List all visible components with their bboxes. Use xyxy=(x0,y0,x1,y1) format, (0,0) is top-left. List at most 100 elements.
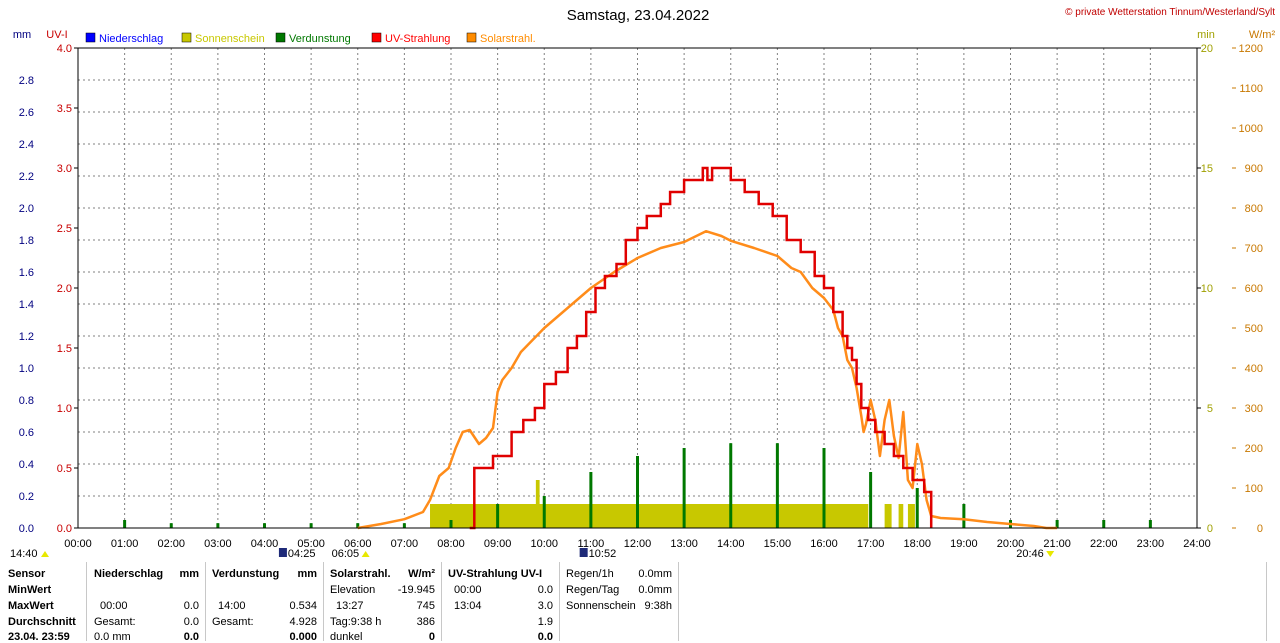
x-tick-label: 09:00 xyxy=(484,538,512,550)
sunshine-bar xyxy=(535,480,540,528)
moonrise-label: 04:25 xyxy=(288,548,316,560)
legend-label: Verdunstung xyxy=(289,33,351,45)
stats-niederschlag-unit: mm xyxy=(179,568,199,580)
x-tick-label: 24:00 xyxy=(1183,538,1211,550)
stats-scrollbar[interactable] xyxy=(1266,562,1279,641)
stats-verdunstung-unit: mm xyxy=(297,568,317,580)
min-tick-label: 10 xyxy=(1201,283,1213,295)
legend-label: Niederschlag xyxy=(99,33,163,45)
stats-solar-label: dunkel xyxy=(330,631,363,643)
x-tick-label: 00:00 xyxy=(64,538,92,550)
wm2-tick-label: 500 xyxy=(1245,323,1263,335)
min-tick-label: 0 xyxy=(1207,523,1213,535)
evaporation-bar xyxy=(1102,520,1106,528)
mm-tick-label: 2.8 xyxy=(19,75,34,87)
uv-tick-label: 0.5 xyxy=(57,463,72,475)
evaporation-bar xyxy=(263,523,266,528)
stats-solar-value: 0 xyxy=(428,631,435,643)
mm-tick-label: 0.8 xyxy=(19,395,34,407)
x-tick-label: 08:00 xyxy=(437,538,465,550)
mm-tick-label: 0.6 xyxy=(19,427,34,439)
evaporation-bar xyxy=(822,448,826,528)
x-tick-label: 22:00 xyxy=(1090,538,1118,550)
mm-tick-label: 0.0 xyxy=(19,523,34,535)
stats-solar-value: -19.945 xyxy=(397,584,435,596)
chart-title: Samstag, 23.04.2022 xyxy=(567,7,710,24)
x-tick-label: 05:00 xyxy=(297,538,325,550)
start-time-label: 14:40 xyxy=(10,548,38,560)
x-tick-label: 10:00 xyxy=(530,538,558,550)
stats-uv-label: 13:04 xyxy=(454,600,482,612)
axis-unit-uv: UV-I xyxy=(46,29,67,41)
legend-label: UV-Strahlung xyxy=(385,33,450,45)
legend-swatch xyxy=(85,32,96,43)
stats-verdunstung-label: Gesamt: xyxy=(212,616,254,628)
sunshine-bar xyxy=(884,504,892,528)
stats-niederschlag-label: 00:00 xyxy=(100,600,128,612)
stats-rain-value: 0.0mm xyxy=(638,584,672,596)
stats-rain-value: 9:38h xyxy=(644,600,672,612)
x-tick-label: 14:00 xyxy=(717,538,745,550)
x-tick-label: 17:00 xyxy=(857,538,885,550)
uv-tick-label: 1.5 xyxy=(57,343,72,355)
wm2-tick-label: 800 xyxy=(1245,203,1263,215)
sunshine-bar xyxy=(898,504,904,528)
moonset-icon xyxy=(579,548,588,557)
x-tick-label: 11:00 xyxy=(578,538,605,550)
stats-col-rain: Regen/1h 0.0mm Regen/Tag 0.0mm Sonnensch… xyxy=(560,562,679,641)
mm-tick-label: 2.6 xyxy=(19,107,34,119)
wm2-tick-label: 100 xyxy=(1245,483,1263,495)
wm2-tick-label: 600 xyxy=(1245,283,1263,295)
stats-uv-value: 1.9 xyxy=(537,616,553,628)
evaporation-bar xyxy=(869,472,873,528)
mm-tick-label: 1.0 xyxy=(19,363,34,375)
wm2-tick-label: 0 xyxy=(1257,523,1263,535)
stats-niederschlag-label: Gesamt: xyxy=(94,616,136,628)
sunset-label: 20:46 xyxy=(1016,548,1044,560)
legend-swatch xyxy=(466,32,477,43)
moonrise-icon xyxy=(278,548,287,557)
sunrise-label: 06:05 xyxy=(332,548,360,560)
stats-sensor-row: MaxWert xyxy=(8,600,54,612)
wm2-tick-label: 700 xyxy=(1245,243,1263,255)
stats-sensor-row: Durchschnitt xyxy=(8,616,76,628)
mm-tick-label: 0.2 xyxy=(19,491,34,503)
stats-panel: Sensor MinWert MaxWert Durchschnitt 23.0… xyxy=(0,562,1280,643)
axis-unit-min: min xyxy=(1197,29,1215,41)
evaporation-bar xyxy=(589,472,593,528)
stats-uv-title: UV-Strahlung UV-I xyxy=(448,568,543,580)
series-lines xyxy=(357,166,1058,530)
axis-unit-wm2: W/m² xyxy=(1249,29,1276,41)
sunshine-bar xyxy=(907,504,915,528)
wm2-tick-label: 1000 xyxy=(1239,123,1263,135)
x-tick-label: 21:00 xyxy=(1043,538,1071,550)
legend: Niederschlag Sonnenschein Verdunstung UV-St… xyxy=(85,32,536,45)
evaporation-bar xyxy=(216,523,220,528)
uv-tick-label: 2.0 xyxy=(57,283,72,295)
stats-sensor-row: MinWert xyxy=(8,584,52,596)
x-tick-label: 15:00 xyxy=(764,538,792,550)
evaporation-bar xyxy=(496,504,500,528)
sun-icon xyxy=(41,551,49,557)
stats-verdunstung-value: 0.000 xyxy=(289,631,317,643)
legend-label: Sonnenschein xyxy=(195,33,265,45)
stats-verdunstung-title: Verdunstung xyxy=(212,568,280,580)
evaporation-bar xyxy=(682,448,686,528)
min-tick-label: 20 xyxy=(1201,43,1213,55)
stats-col-solar: Solarstrahl. W/m² Elevation -19.945 13:2… xyxy=(324,562,442,643)
evaporation-bar xyxy=(402,523,406,528)
stats-niederschlag-label: 0.0 mm xyxy=(94,631,131,643)
station-credit: © private Wetterstation Tinnum/Westerlan… xyxy=(1065,7,1275,18)
uv-radiation-line xyxy=(469,166,933,530)
x-tick-label: 19:00 xyxy=(950,538,978,550)
x-tick-label: 13:00 xyxy=(670,538,698,550)
x-tick-label: 16:00 xyxy=(810,538,838,550)
evaporation-bars xyxy=(123,443,1152,528)
x-tick-label: 04:00 xyxy=(251,538,279,550)
evaporation-bar xyxy=(1055,520,1059,528)
stats-rain-label: Regen/1h xyxy=(566,568,614,580)
uv-tick-label: 3.5 xyxy=(57,103,72,115)
stats-col-sensor: Sensor MinWert MaxWert Durchschnitt 23.0… xyxy=(0,562,87,643)
solar-radiation-line xyxy=(357,229,1058,530)
